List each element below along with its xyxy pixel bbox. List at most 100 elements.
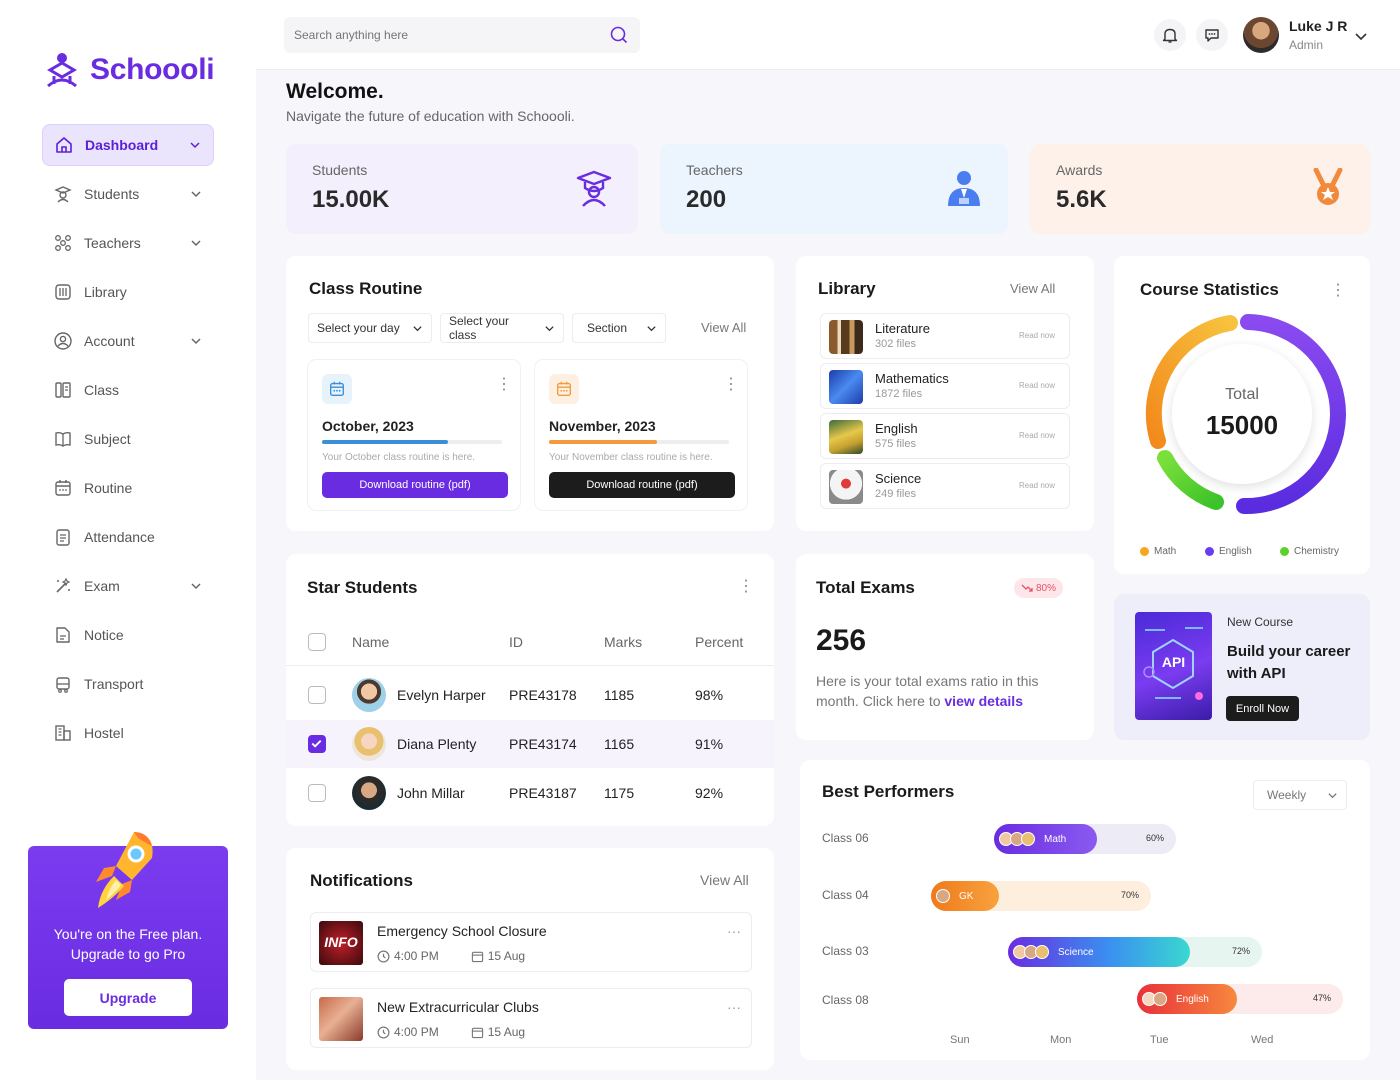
chevron-down-icon[interactable] [1354, 29, 1368, 43]
library-item[interactable]: Science 249 files Read now [820, 463, 1070, 509]
day-select[interactable]: Select your day [308, 313, 432, 343]
select-all-checkbox[interactable] [308, 632, 326, 651]
stat-card-teachers[interactable]: Teachers 200 [660, 144, 1008, 234]
class-select[interactable]: Select your class [440, 313, 564, 343]
read-now-link[interactable]: Read now [1018, 331, 1055, 340]
avatar[interactable] [1243, 17, 1279, 53]
table-row[interactable]: John Millar PRE43187 1175 92% [286, 769, 774, 817]
class-label: Class 06 [822, 831, 869, 845]
sidebar: Schoooli Dashboard Students Teachers Lib… [0, 0, 256, 1080]
app-logo[interactable]: Schoooli [42, 50, 215, 90]
api-label: API [1161, 654, 1186, 670]
clock-icon [377, 950, 390, 962]
row-checkbox[interactable] [308, 735, 326, 753]
performer-bar-class-06[interactable]: Math 60% [994, 824, 1176, 854]
read-now-link[interactable]: Read now [1018, 381, 1055, 390]
library-item[interactable]: English 575 files Read now [820, 413, 1070, 459]
sidebar-item-label: Attendance [84, 529, 155, 545]
download-routine-button[interactable]: Download routine (pdf) [549, 472, 735, 498]
student-id: PRE43187 [509, 785, 577, 801]
notification-item[interactable]: INFO Emergency School Closure 4:00 PM 15… [310, 912, 752, 972]
stat-label: Students [312, 162, 368, 178]
library-item[interactable]: Mathematics 1872 files Read now [820, 363, 1070, 409]
library-card: Library View All Literature 302 files Re… [796, 256, 1094, 531]
progress-fill [549, 440, 657, 444]
sidebar-item-exam[interactable]: Exam [42, 565, 214, 607]
day-label: Tue [1150, 1034, 1169, 1046]
notification-meta: 4:00 PM 15 Aug [377, 1025, 525, 1039]
sidebar-item-teachers[interactable]: Teachers [42, 222, 214, 264]
promo-title-line-1: Build your career [1227, 643, 1351, 660]
notification-button[interactable] [1154, 19, 1186, 51]
upgrade-message: You're on the Free plan. Upgrade to go P… [28, 924, 228, 964]
clubs-thumbnail [319, 997, 363, 1041]
star-students-card: Star Students ⋮ Name ID Marks Percent Ev… [286, 554, 774, 826]
sidebar-item-dashboard[interactable]: Dashboard [42, 124, 214, 166]
routine-progress [549, 440, 729, 444]
app-name: Schoooli [90, 53, 215, 86]
sidebar-item-routine[interactable]: Routine [42, 467, 214, 509]
column-header-marks[interactable]: Marks [604, 633, 643, 650]
search-icon[interactable] [610, 26, 628, 44]
user-name: Luke J R [1289, 18, 1348, 34]
sidebar-item-library[interactable]: Library [42, 271, 214, 313]
column-header-name[interactable]: Name [352, 633, 390, 650]
chevron-down-icon [190, 237, 202, 249]
upgrade-button[interactable]: Upgrade [64, 979, 192, 1016]
search-input[interactable] [294, 17, 594, 53]
more-options-icon[interactable]: ⋮ [738, 578, 754, 595]
more-options-icon[interactable]: ··· [727, 999, 741, 1015]
sidebar-item-hostel[interactable]: Hostel [42, 712, 214, 754]
section-select[interactable]: Section [572, 313, 666, 343]
column-header-id[interactable]: ID [509, 633, 523, 650]
sidebar-item-class[interactable]: Class [42, 369, 214, 411]
view-all-link[interactable]: View All [700, 872, 749, 888]
donut-segment-english [1236, 314, 1347, 515]
sidebar-item-students[interactable]: Students [42, 173, 214, 215]
apple-books-icon [829, 470, 863, 504]
performer-bar-class-04[interactable]: GK 70% [931, 881, 1151, 911]
calendar-icon [322, 374, 352, 404]
donut-total-label: Total [1225, 386, 1259, 403]
sidebar-item-transport[interactable]: Transport [42, 663, 214, 705]
stat-card-awards[interactable]: Awards 5.6K [1030, 144, 1370, 234]
stat-card-students[interactable]: Students 15.00K [286, 144, 638, 234]
read-now-link[interactable]: Read now [1018, 481, 1055, 490]
promo-title: Build your career with API [1227, 641, 1350, 685]
sidebar-item-label: Subject [84, 431, 131, 447]
row-checkbox[interactable] [308, 784, 326, 802]
sidebar-item-notice[interactable]: Notice [42, 614, 214, 656]
sidebar-item-label: Teachers [84, 235, 141, 251]
more-options-icon[interactable]: ⋮ [723, 376, 739, 393]
notification-item[interactable]: New Extracurricular Clubs 4:00 PM 15 Aug… [310, 988, 752, 1048]
stat-value: 15.00K [312, 186, 390, 213]
promo-title-line-2: with API [1227, 665, 1286, 682]
sidebar-item-account[interactable]: Account [42, 320, 214, 362]
download-routine-button[interactable]: Download routine (pdf) [322, 472, 508, 498]
messages-button[interactable] [1196, 19, 1228, 51]
more-options-icon[interactable]: ··· [727, 923, 741, 939]
view-all-link[interactable]: View All [1010, 281, 1056, 296]
table-row[interactable]: Evelyn Harper PRE43178 1185 98% [286, 671, 774, 719]
donut-segment-chemistry [1157, 450, 1224, 510]
view-details-link[interactable]: view details [944, 693, 1023, 709]
best-performers-card: Best Performers Weekly Class 06 Math 60%… [800, 760, 1370, 1060]
sidebar-item-subject[interactable]: Subject [42, 418, 214, 460]
student-marks: 1185 [604, 687, 635, 703]
section-title: Library [818, 279, 876, 298]
sidebar-item-attendance[interactable]: Attendance [42, 516, 214, 558]
more-options-icon[interactable]: ⋮ [496, 376, 512, 393]
library-item[interactable]: Literature 302 files Read now [820, 313, 1070, 359]
table-row[interactable]: Diana Plenty PRE43174 1165 91% [286, 720, 774, 768]
more-options-icon[interactable]: ⋮ [1330, 282, 1346, 299]
sidebar-item-label: Class [84, 382, 120, 398]
performer-bar-class-08[interactable]: English 47% [1137, 984, 1343, 1014]
performer-bar-class-03[interactable]: Science 72% [1008, 937, 1262, 967]
enroll-now-button[interactable]: Enroll Now [1226, 696, 1299, 721]
view-all-link[interactable]: View All [701, 320, 747, 335]
period-select[interactable]: Weekly [1253, 780, 1347, 810]
column-header-percent[interactable]: Percent [695, 633, 744, 650]
row-checkbox[interactable] [308, 686, 326, 704]
student-name: John Millar [397, 785, 465, 801]
read-now-link[interactable]: Read now [1018, 431, 1055, 440]
